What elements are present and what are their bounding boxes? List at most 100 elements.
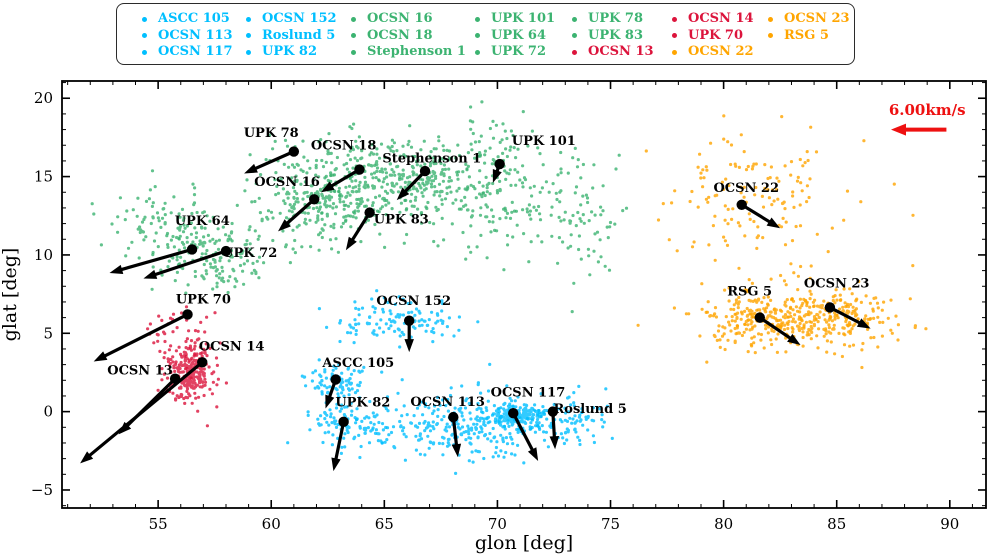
velocity-arrow-ocsn-22 — [740, 203, 781, 229]
legend-marker-ocsn-16 — [351, 16, 356, 22]
legend-item-upk-82: UPK 82 — [262, 44, 318, 59]
cluster-label-ocsn-152: OCSN 152 — [376, 294, 451, 309]
x-tick-label: 80 — [714, 515, 733, 533]
legend-marker-rsg-5 — [768, 33, 773, 38]
x-tick-label: 70 — [488, 515, 507, 533]
legend-item-ocsn-14: OCSN 14 — [688, 11, 754, 26]
cluster-label-upk-78: UPK 78 — [244, 126, 299, 141]
legend-item-ocsn-113: OCSN 113 — [158, 27, 233, 43]
y-tick-label: −5 — [31, 481, 53, 499]
velocity-arrow-ocsn-13 — [118, 377, 177, 435]
cloud-green-7 — [511, 146, 629, 314]
cloud-cyan-10 — [317, 289, 480, 349]
cluster-marker-ocsn-22 — [736, 199, 747, 210]
cluster-label-ocsn-22: OCSN 22 — [713, 181, 779, 196]
legend-marker-stephenson-1 — [351, 49, 356, 55]
cluster-label-upk-72: UPK 72 — [222, 246, 277, 261]
cloud-cyan-13 — [353, 362, 584, 475]
cluster-marker-ocsn-14 — [197, 357, 208, 368]
cloud-green-6 — [449, 100, 563, 264]
cluster-label-ocsn-113: OCSN 113 — [410, 395, 485, 410]
cluster-label-upk-82: UPK 82 — [335, 396, 390, 411]
legend-item-upk-72: UPK 72 — [491, 44, 547, 59]
x-axis-label: glon [deg] — [475, 532, 573, 554]
legend-item-rsg-5: RSG 5 — [784, 27, 829, 43]
cluster-marker-roslund-5 — [547, 406, 559, 417]
legend-marker-ocsn-18 — [351, 33, 356, 38]
cluster-marker-upk-70 — [182, 309, 193, 320]
cluster-label-ocsn-23: OCSN 23 — [804, 277, 870, 292]
legend-item-ocsn-16: OCSN 16 — [367, 11, 433, 26]
cloud-green-5 — [383, 120, 520, 272]
legend-item-ocsn-13: OCSN 13 — [588, 44, 654, 59]
x-tick-label: 90 — [940, 515, 959, 533]
cluster-label-upk-101: UPK 101 — [512, 134, 576, 149]
legend-item-upk-83: UPK 83 — [588, 27, 644, 43]
legend-item-ascc-105: ASCC 105 — [158, 11, 230, 26]
velocity-arrow-ocsn-23 — [829, 306, 871, 329]
legend-marker-ascc-105 — [142, 16, 147, 22]
velocity-arrows — [80, 150, 871, 472]
cluster-marker-ocsn-152 — [404, 315, 415, 326]
velocity-arrow-rsg-5 — [758, 316, 801, 346]
cluster-legend: ASCC 105 OCSN 113 OCSN 117 OCSN 152 Roslund … — [116, 3, 855, 65]
legend-marker-ocsn-22 — [672, 49, 677, 55]
reference-arrow-label: 6.00km/s — [889, 101, 966, 119]
cluster-marker-upk-101 — [494, 158, 505, 170]
cloud-crimson-8 — [156, 330, 228, 428]
cloud-green-2 — [243, 126, 408, 265]
legend-marker-upk-70 — [672, 33, 677, 38]
legend-item-ocsn-117: OCSN 117 — [158, 44, 233, 59]
cluster-labels: UPK 78 OCSN 18 OCSN 16 Stephenson 1 UPK 101 U… — [107, 126, 869, 417]
cluster-marker-ocsn-113 — [448, 411, 459, 423]
y-tick-label: 15 — [34, 168, 53, 186]
y-axis-label: glat [deg] — [0, 248, 21, 342]
legend-item-roslund-5: Roslund 5 — [262, 27, 336, 43]
cluster-label-ocsn-18: OCSN 18 — [311, 139, 377, 154]
legend-marker-upk-82 — [246, 49, 251, 55]
legend-marker-upk-78 — [572, 16, 577, 22]
legend-item-upk-70: UPK 70 — [688, 27, 744, 43]
y-tick-label: 20 — [34, 89, 53, 107]
cluster-label-ocsn-117: OCSN 117 — [491, 386, 566, 401]
axis-ticks: 55 60 65 70 75 80 85 90 −5 0 5 10 15 20 — [31, 81, 986, 533]
velocity-arrow-ocsn-117 — [511, 412, 539, 461]
legend-marker-ocsn-13 — [572, 49, 577, 55]
legend-marker-ocsn-113 — [142, 33, 147, 38]
cluster-marker-ocsn-18 — [354, 164, 365, 175]
cluster-label-upk-70: UPK 70 — [176, 292, 231, 307]
cluster-marker-rsg-5 — [754, 312, 766, 323]
velocity-arrow-ocsn-18 — [320, 168, 361, 193]
velocity-arrow-upk-72 — [143, 249, 227, 279]
velocity-arrow-roslund-5 — [549, 411, 560, 450]
reference-arrow — [890, 123, 947, 136]
legend-item-stephenson-1: Stephenson 1 — [367, 44, 466, 59]
cluster-label-ocsn-13: OCSN 13 — [107, 364, 173, 379]
x-tick-label: 75 — [601, 515, 620, 533]
reference-velocity-arrow: 6.00km/s — [889, 101, 966, 136]
legend-marker-roslund-5 — [246, 33, 251, 38]
legend-marker-upk-83 — [572, 33, 577, 38]
velocity-arrow-upk-70 — [93, 313, 189, 362]
legend-item-ocsn-22: OCSN 22 — [688, 44, 754, 59]
cluster-marker-upk-64 — [186, 244, 198, 255]
y-tick-label: 0 — [43, 403, 53, 421]
legend-marker-ocsn-117 — [142, 49, 147, 55]
cluster-marker-ascc-105 — [330, 374, 341, 385]
x-tick-label: 65 — [375, 515, 394, 533]
legend-item-upk-101: UPK 101 — [491, 11, 556, 26]
cloud-cyan-15 — [512, 384, 614, 447]
cluster-marker-stephenson-1 — [419, 165, 431, 177]
cluster-marker-upk-83 — [364, 207, 375, 218]
cloud-green-4 — [373, 135, 467, 220]
cluster-marker-ocsn-117 — [508, 407, 519, 419]
x-tick-label: 55 — [149, 515, 168, 533]
cluster-label-upk-64: UPK 64 — [175, 214, 230, 229]
cluster-marker-upk-78 — [288, 146, 300, 157]
velocity-arrow-ocsn-16 — [278, 198, 316, 232]
legend-marker-ocsn-23 — [768, 16, 773, 22]
y-tick-label: 5 — [43, 324, 53, 342]
legend-marker-upk-101 — [475, 16, 480, 22]
